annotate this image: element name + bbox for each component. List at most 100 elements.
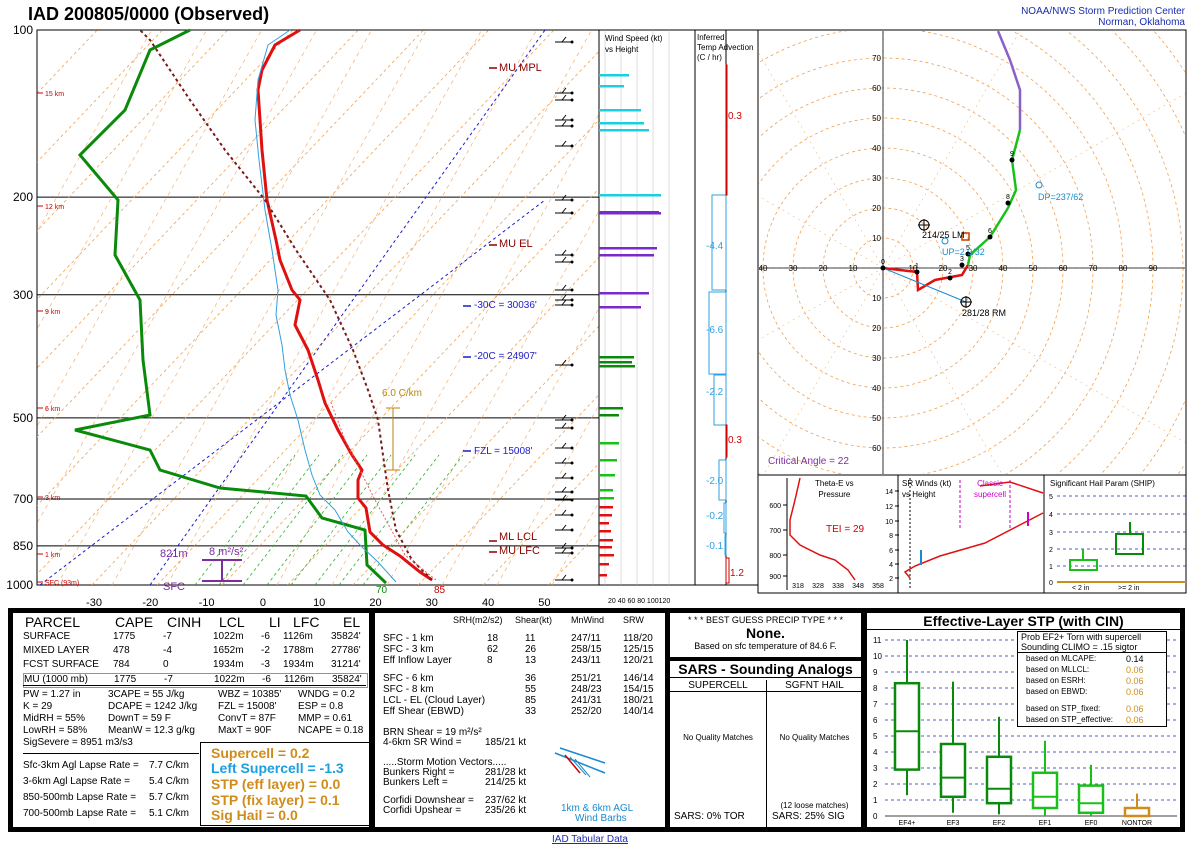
thermo-param: WNDG = 0.2 <box>298 689 355 700</box>
dry-adiabat <box>37 30 263 427</box>
wind-title-2: vs Height <box>605 45 639 54</box>
lapse-value: 7.7 C/km <box>149 760 190 771</box>
parcel-cell: 35824' <box>331 631 361 642</box>
precip-title: * * * BEST GUESS PRECIP TYPE * * * <box>687 615 844 625</box>
adv-title-2: Temp Advection <box>697 43 754 52</box>
wind-barb <box>570 91 574 95</box>
kinematics-cell: 248/23 <box>571 684 602 695</box>
kinematics-cell: Eff Inflow Layer <box>383 655 452 666</box>
wind-barb <box>561 542 567 549</box>
sars-hail-nomatch: No Quality Matches <box>779 733 850 742</box>
stp-based-label: based on MLCAPE: <box>1026 654 1097 663</box>
wind-barb <box>561 299 567 306</box>
wind-barb <box>570 144 574 148</box>
corfidi-down-label: Corfidi Downshear = <box>383 795 474 806</box>
isotherm <box>222 188 599 585</box>
srw-y-label: 10 <box>885 519 893 526</box>
isotherm <box>37 30 163 163</box>
height-label: 12 km <box>45 204 64 211</box>
kinematics-cell: 180/21 <box>623 695 654 706</box>
ship-y-label: 2 <box>1049 547 1053 554</box>
kinematics-cell: Eff Shear (EBWD) <box>383 706 464 717</box>
sr46-label: 4-6km SR Wind = <box>383 737 462 748</box>
theta-y-label: 600 <box>769 503 781 510</box>
stp-x-label: EF3 <box>947 820 960 827</box>
parcel-cell: 1775 <box>113 631 136 642</box>
parcel-cell: 1775 <box>114 674 137 685</box>
hdr-li: LI <box>269 614 281 630</box>
hodo-label: 10 <box>909 264 918 273</box>
adv-title-1: Inferred <box>697 33 725 42</box>
isotherm <box>37 30 490 507</box>
stp-y-label: 9 <box>873 668 878 677</box>
kinematics-cell: SFC - 8 km <box>383 684 434 695</box>
parcel-cell: MU (1000 mb) <box>24 674 88 685</box>
pressure-label: 1000 <box>6 578 33 592</box>
pressure-label: 300 <box>13 288 33 302</box>
ml-lcl-label: ML LCL <box>499 531 538 543</box>
sr-winds-chart: 14 12 10 8 6 4 2 <box>885 478 1044 590</box>
wind-speed-bar <box>599 546 612 549</box>
tabular-data-link[interactable]: IAD Tabular Data <box>552 834 628 845</box>
stp-x-label: EF4+ <box>899 820 916 827</box>
mu-el-label: MU EL <box>499 238 533 250</box>
stp-based-label: based on MLLCL: <box>1026 665 1090 674</box>
wind-barb <box>561 574 567 581</box>
wind-speed-bar <box>599 122 644 125</box>
wind-speed-bar <box>599 365 635 368</box>
kinematics-cell: 8 <box>487 655 493 666</box>
parcel-cell: 1022m <box>213 631 244 642</box>
lapse-rate-label: 6.0 C/km <box>382 388 423 399</box>
stp-x-label: EF1 <box>1039 820 1052 827</box>
parcel-cell: FCST SURFACE <box>23 659 99 670</box>
dry-adiabat <box>56 30 373 585</box>
wind-speed-bar <box>599 497 614 500</box>
skewt-profiles <box>74 28 574 585</box>
wind-barb <box>561 194 567 201</box>
sars-supercell-header: SUPERCELL <box>670 680 766 692</box>
parcel-cell: 35824' <box>332 674 362 685</box>
wind-barb <box>570 298 574 302</box>
wind-barb <box>570 498 574 502</box>
hodo-label: 10 <box>849 264 858 273</box>
hodo-label: 40 <box>872 144 881 153</box>
kinematics-cell: 26 <box>525 644 537 655</box>
hodo-label: 20 <box>819 264 828 273</box>
theta-x-label: 338 <box>832 583 844 590</box>
srw-y-label: 14 <box>885 489 893 496</box>
bunkers-left-label: Bunkers Left = <box>383 777 448 788</box>
kinematics-cell: LCL - EL (Cloud Layer) <box>383 695 486 706</box>
bunkers-left-value: 214/25 kt <box>485 777 527 788</box>
temp70-label: 70 <box>376 585 388 596</box>
hodo-label: 50 <box>1029 264 1038 273</box>
thermo-param: MMP = 0.61 <box>298 713 353 724</box>
wind-barb <box>561 422 567 429</box>
wind-barb <box>561 207 567 214</box>
parcel-cell: -6 <box>261 631 270 642</box>
wind-barb <box>561 547 567 554</box>
wind-speed-bars <box>599 30 670 585</box>
stp-based-label: based on STP_fixed: <box>1026 704 1101 713</box>
km-label: 6 <box>988 228 992 235</box>
kinematics-cell: 18 <box>487 633 499 644</box>
theta-x-label: 348 <box>852 583 864 590</box>
skewt-frame <box>36 29 600 586</box>
kinematics-cell: SFC - 1 km <box>383 633 434 644</box>
km-marker <box>965 251 971 257</box>
hodo-label: 70 <box>1089 264 1098 273</box>
dp-marker <box>1035 181 1043 189</box>
hdr-lcl: LCL <box>219 614 245 630</box>
temp-label: 50 <box>538 597 550 609</box>
stp-based-value: 0.06 <box>1126 676 1144 686</box>
wind-barb <box>570 446 574 450</box>
sars-title: SARS - Sounding Analogs <box>670 661 861 678</box>
parcel-cell: 784 <box>113 659 130 670</box>
org-line1: NOAA/NWS Storm Prediction Center <box>1021 6 1185 17</box>
skewt-grid <box>37 29 599 586</box>
wind-axis-label: 20 40 60 80 100120 <box>608 598 671 605</box>
dry-adiabat <box>166 30 483 585</box>
theta-y-label: 700 <box>769 528 781 535</box>
hodo-label: 20 <box>872 324 881 333</box>
wind-barb <box>561 486 567 493</box>
kinematics-cell: 154/15 <box>623 684 654 695</box>
